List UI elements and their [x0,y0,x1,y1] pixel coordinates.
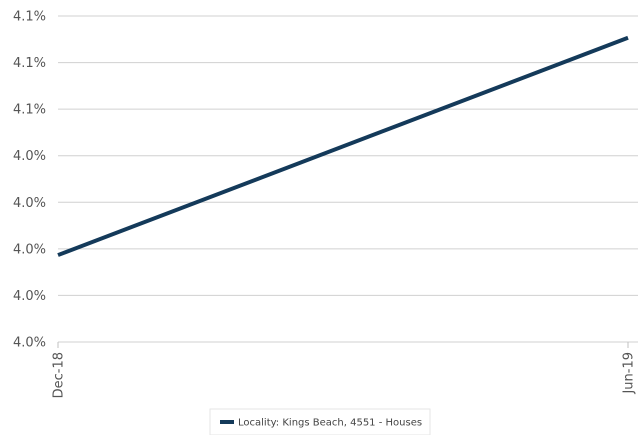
series-line[interactable] [57,35,629,257]
y-tick-label: 4.0% [13,242,46,257]
x-tick-label: Jun-19 [622,352,637,395]
gridlines [58,15,638,343]
x-axis-tick-labels: Dec-18 Jun-19 [52,342,637,398]
y-tick-label: 4.1% [13,103,46,118]
y-tick-label: 4.0% [13,149,46,164]
y-axis-tick-labels: 4.1% 4.1% 4.1% 4.0% 4.0% 4.0% 4.0% 4.0% [13,10,46,351]
y-tick-label: 4.0% [13,336,46,351]
series-lines [57,35,629,257]
x-tick-label: Dec-18 [52,352,67,398]
y-tick-label: 4.0% [13,196,46,211]
legend-label[interactable]: Locality: Kings Beach, 4551 - Houses [238,418,422,429]
legend: Locality: Kings Beach, 4551 - Houses [209,408,431,435]
y-tick-label: 4.0% [13,289,46,304]
y-tick-label: 4.1% [13,56,46,71]
legend-box [209,408,431,435]
y-tick-label: 4.1% [13,10,46,25]
